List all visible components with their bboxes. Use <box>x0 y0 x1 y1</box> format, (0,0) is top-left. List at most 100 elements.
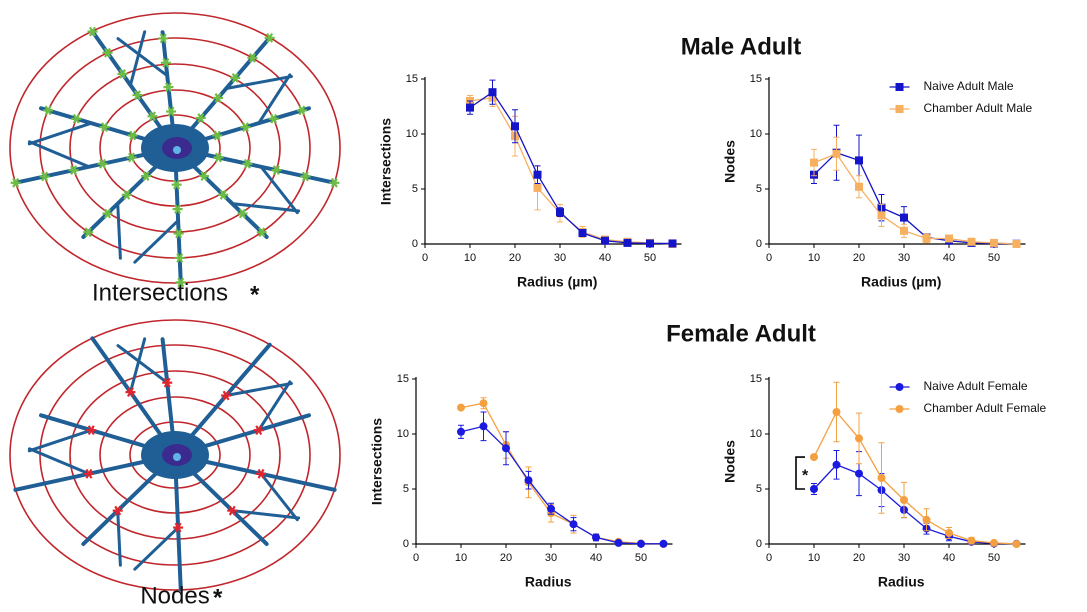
marker <box>669 239 677 247</box>
marker <box>923 235 931 243</box>
marker <box>601 237 609 245</box>
dendrite <box>83 470 159 544</box>
series-line <box>814 465 1017 544</box>
y-tick-label: 5 <box>756 483 762 495</box>
significance-label: * <box>802 467 809 484</box>
x-tick-label: 30 <box>554 252 566 264</box>
marker <box>502 444 510 452</box>
x-tick-label: 10 <box>464 252 476 264</box>
marker <box>480 399 488 407</box>
legend-label: Naive Adult Female <box>924 379 1028 393</box>
dendrite <box>198 460 334 490</box>
marker <box>968 238 976 246</box>
marker <box>534 171 542 179</box>
marker <box>511 122 519 130</box>
nucleolus <box>173 453 181 461</box>
x-axis-title: Radius (µm) <box>861 274 941 290</box>
marker <box>615 539 623 547</box>
x-tick-label: 20 <box>853 252 865 264</box>
dendrite <box>118 204 121 259</box>
marker <box>923 516 931 524</box>
y-tick-label: 15 <box>397 373 409 385</box>
x-tick-label: 50 <box>644 252 656 264</box>
row-title: Female Adult <box>666 320 816 347</box>
x-axis-title: Radius (µm) <box>517 274 597 290</box>
chart: 05101501020304050RadiusNodesNaive Adult … <box>722 373 1047 590</box>
marker <box>878 211 886 219</box>
x-tick-label: 20 <box>509 252 521 264</box>
marker <box>810 453 818 461</box>
x-tick-label: 30 <box>898 552 910 564</box>
y-tick-label: 0 <box>412 238 418 250</box>
legend-marker <box>896 405 904 413</box>
diagram-marker: * <box>213 584 223 611</box>
dendrite <box>29 123 91 144</box>
diagram-marker: * <box>250 281 260 308</box>
marker <box>855 183 863 191</box>
legend-label: Chamber Adult Female <box>924 401 1047 415</box>
legend-marker <box>896 383 904 391</box>
marker <box>1013 240 1021 248</box>
marker <box>646 239 654 247</box>
diagram-label: Nodes <box>140 582 209 609</box>
y-tick-label: 5 <box>412 183 418 195</box>
marker <box>855 156 863 164</box>
marker <box>592 533 600 541</box>
x-tick-label: 20 <box>853 552 865 564</box>
dendrite <box>15 460 151 490</box>
marker <box>810 159 818 167</box>
x-tick-label: 40 <box>599 252 611 264</box>
dendrite <box>29 430 91 451</box>
nucleolus <box>173 146 181 154</box>
marker <box>945 235 953 243</box>
marker <box>855 434 863 442</box>
series-line <box>461 403 664 544</box>
x-tick-label: 10 <box>808 252 820 264</box>
marker <box>579 229 587 237</box>
y-tick-label: 10 <box>750 428 762 440</box>
x-tick-label: 10 <box>808 552 820 564</box>
y-tick-label: 0 <box>403 538 409 550</box>
y-tick-label: 5 <box>403 483 409 495</box>
x-axis-title: Radius <box>878 574 925 590</box>
x-tick-label: 40 <box>590 552 602 564</box>
y-tick-label: 10 <box>397 428 409 440</box>
x-axis-title: Radius <box>525 574 572 590</box>
x-tick-label: 0 <box>413 552 419 564</box>
x-tick-label: 30 <box>898 252 910 264</box>
marker <box>855 470 863 478</box>
marker <box>945 529 953 537</box>
marker <box>900 496 908 504</box>
marker <box>534 184 542 192</box>
x-tick-label: 0 <box>422 252 428 264</box>
marker <box>990 239 998 247</box>
legend-marker <box>896 83 904 91</box>
legend-label: Naive Adult Male <box>924 79 1014 93</box>
x-tick-label: 0 <box>766 252 772 264</box>
dendrite <box>198 415 309 448</box>
marker <box>833 408 841 416</box>
marker <box>466 104 474 112</box>
series-line <box>814 412 1017 544</box>
marker <box>570 520 578 528</box>
marker <box>480 422 488 430</box>
chart: 05101501020304050Radius (µm)Intersection… <box>378 73 682 290</box>
y-tick-label: 0 <box>756 238 762 250</box>
y-tick-label: 10 <box>406 128 418 140</box>
marker <box>810 485 818 493</box>
diagram-label: Intersections <box>92 279 228 306</box>
marker <box>624 239 632 247</box>
marker <box>547 505 555 513</box>
y-axis-title: Nodes <box>722 140 738 183</box>
y-axis-title: Intersections <box>369 418 385 505</box>
series-line <box>461 426 664 543</box>
series-line <box>470 92 673 243</box>
y-tick-label: 0 <box>756 538 762 550</box>
x-tick-label: 40 <box>943 252 955 264</box>
figure: Male Adult Female Adult Intersections * … <box>0 0 1087 612</box>
y-axis-title: Intersections <box>378 118 394 205</box>
x-tick-label: 20 <box>500 552 512 564</box>
marker <box>1013 540 1021 548</box>
x-tick-label: 10 <box>455 552 467 564</box>
